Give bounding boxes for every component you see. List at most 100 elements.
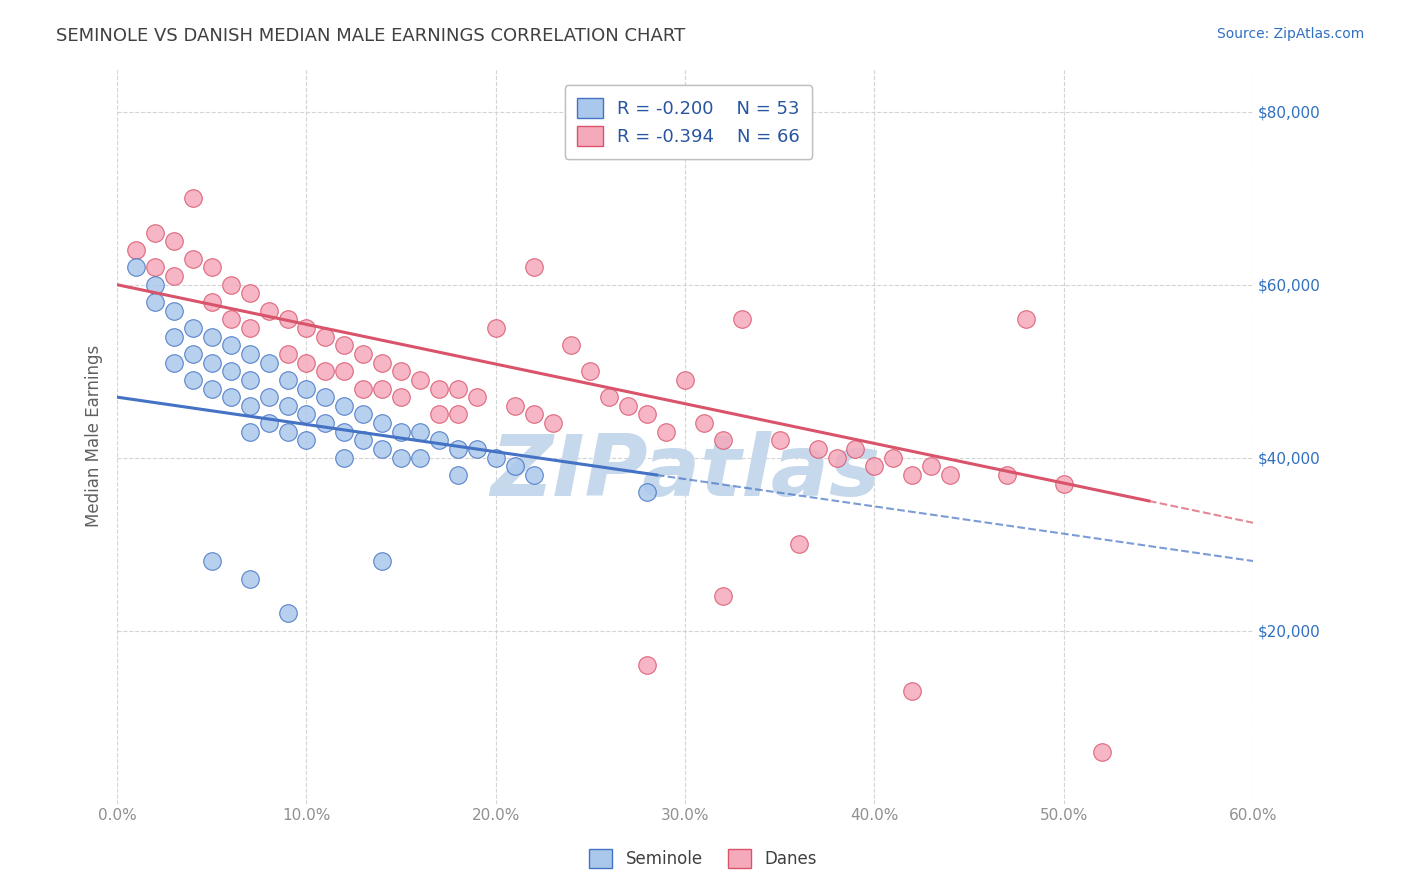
Point: [143, 226, 166, 240]
Point: [125, 260, 148, 275]
Point: [655, 425, 678, 439]
Point: [352, 347, 374, 361]
Point: [333, 425, 356, 439]
Point: [673, 373, 696, 387]
Point: [143, 260, 166, 275]
Point: [636, 485, 658, 500]
Point: [485, 450, 508, 465]
Legend: R = -0.200    N = 53, R = -0.394    N = 66: R = -0.200 N = 53, R = -0.394 N = 66: [565, 85, 813, 159]
Point: [447, 467, 470, 482]
Point: [219, 390, 242, 404]
Point: [352, 382, 374, 396]
Point: [447, 408, 470, 422]
Point: [901, 684, 924, 698]
Point: [219, 338, 242, 352]
Point: [295, 408, 318, 422]
Point: [503, 459, 526, 474]
Point: [277, 607, 299, 621]
Point: [693, 416, 716, 430]
Point: [465, 442, 488, 456]
Point: [352, 434, 374, 448]
Point: [711, 434, 734, 448]
Point: [257, 390, 280, 404]
Point: [485, 321, 508, 335]
Point: [277, 399, 299, 413]
Point: [277, 373, 299, 387]
Point: [409, 450, 432, 465]
Point: [371, 355, 394, 369]
Point: [844, 442, 866, 456]
Point: [939, 467, 962, 482]
Point: [371, 382, 394, 396]
Point: [409, 425, 432, 439]
Point: [787, 537, 810, 551]
Point: [295, 382, 318, 396]
Point: [333, 450, 356, 465]
Point: [523, 467, 546, 482]
Point: [239, 572, 262, 586]
Point: [181, 373, 204, 387]
Point: [295, 355, 318, 369]
Point: [201, 355, 224, 369]
Point: [636, 408, 658, 422]
Point: [920, 459, 942, 474]
Point: [523, 408, 546, 422]
Point: [163, 355, 186, 369]
Point: [1015, 312, 1038, 326]
Point: [257, 355, 280, 369]
Point: [219, 364, 242, 378]
Y-axis label: Median Male Earnings: Median Male Earnings: [86, 345, 103, 527]
Point: [882, 450, 904, 465]
Point: [731, 312, 754, 326]
Point: [201, 260, 224, 275]
Point: [371, 442, 394, 456]
Point: [371, 416, 394, 430]
Point: [389, 450, 412, 465]
Point: [143, 295, 166, 310]
Point: [523, 260, 546, 275]
Point: [427, 408, 450, 422]
Point: [427, 382, 450, 396]
Point: [371, 554, 394, 568]
Point: [598, 390, 620, 404]
Point: [447, 442, 470, 456]
Point: [201, 382, 224, 396]
Point: [181, 321, 204, 335]
Point: [333, 399, 356, 413]
Point: [277, 425, 299, 439]
Point: [163, 329, 186, 343]
Point: [295, 434, 318, 448]
Point: [239, 321, 262, 335]
Point: [711, 589, 734, 603]
Point: [1053, 476, 1076, 491]
Point: [125, 243, 148, 257]
Point: [465, 390, 488, 404]
Point: [1090, 745, 1112, 759]
Point: [277, 312, 299, 326]
Point: [314, 416, 336, 430]
Point: [277, 347, 299, 361]
Point: [239, 399, 262, 413]
Point: [314, 390, 336, 404]
Point: [560, 338, 582, 352]
Point: [163, 235, 186, 249]
Point: [825, 450, 848, 465]
Point: [257, 303, 280, 318]
Point: [314, 329, 336, 343]
Point: [389, 364, 412, 378]
Point: [201, 295, 224, 310]
Point: [163, 269, 186, 284]
Point: [163, 303, 186, 318]
Point: [181, 252, 204, 266]
Point: [617, 399, 640, 413]
Point: [995, 467, 1018, 482]
Point: [389, 390, 412, 404]
Point: [901, 467, 924, 482]
Point: [219, 277, 242, 292]
Point: [863, 459, 886, 474]
Point: [181, 191, 204, 205]
Point: [333, 364, 356, 378]
Point: [239, 347, 262, 361]
Point: [239, 286, 262, 301]
Point: [503, 399, 526, 413]
